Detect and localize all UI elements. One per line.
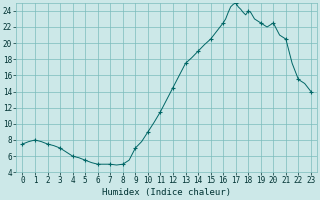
X-axis label: Humidex (Indice chaleur): Humidex (Indice chaleur) [102, 188, 231, 197]
